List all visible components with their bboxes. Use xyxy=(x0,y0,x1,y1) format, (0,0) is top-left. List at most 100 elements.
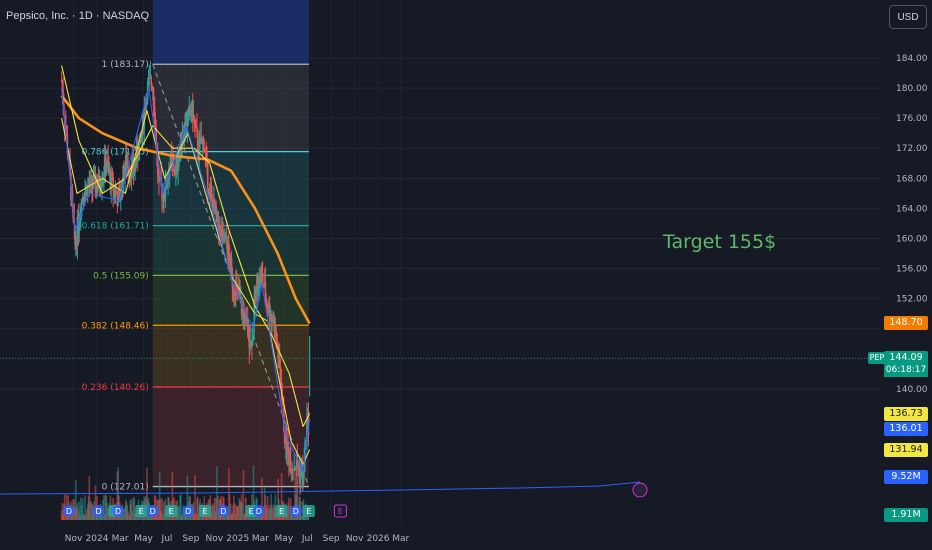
candle-body xyxy=(230,258,233,269)
candle-body xyxy=(117,190,119,207)
volume-bar xyxy=(81,498,84,520)
candle-body xyxy=(235,285,238,287)
candle-body xyxy=(228,243,230,256)
volume-bar xyxy=(178,506,180,520)
candle-body xyxy=(94,174,97,193)
candle-body xyxy=(164,179,167,200)
chart-title: Pepsico, Inc. · 1D · NASDAQ xyxy=(6,10,150,22)
candle-body xyxy=(217,211,219,226)
candle-body xyxy=(123,165,125,179)
candle-body xyxy=(260,272,262,283)
volume-bar xyxy=(194,475,196,520)
volume-bar xyxy=(242,469,245,520)
candle-body xyxy=(245,316,248,322)
volume-bar xyxy=(288,497,290,520)
event-marker-label: D xyxy=(66,507,72,516)
volume-bar xyxy=(266,496,269,520)
fib-level-label: 0.786 (171.55) xyxy=(82,148,149,158)
volume-bar xyxy=(186,475,189,520)
candle-body xyxy=(189,107,191,114)
candle-body xyxy=(266,300,268,308)
candle-body xyxy=(198,138,201,156)
fib-top-zone xyxy=(152,0,309,65)
candle-body xyxy=(282,403,284,406)
candle-body xyxy=(223,238,226,243)
candle-body xyxy=(178,154,180,167)
candle-body xyxy=(268,303,271,320)
volume-bar xyxy=(230,503,232,520)
candle-body xyxy=(158,176,161,181)
price-tag-148-70: 148.70 xyxy=(884,316,928,330)
x-tick-label: Mar xyxy=(252,534,269,544)
dividend-marker xyxy=(112,505,125,517)
x-tick-label: Sep xyxy=(323,534,340,544)
candle-body xyxy=(97,176,100,189)
candle-body xyxy=(115,191,118,196)
candle-body xyxy=(289,459,292,474)
candle-body xyxy=(87,184,90,186)
candle-body xyxy=(144,108,146,111)
candle-body xyxy=(146,81,149,100)
candle-body xyxy=(79,216,81,225)
candle-body xyxy=(134,162,136,171)
candle-body xyxy=(202,138,205,151)
candle-body xyxy=(221,229,224,241)
volume-bar xyxy=(123,508,125,520)
candle-body xyxy=(294,467,297,470)
currency-button[interactable]: USD xyxy=(889,5,927,29)
candle-body xyxy=(283,405,285,432)
candle-body xyxy=(194,121,196,126)
x-tick-label: Nov xyxy=(65,534,83,544)
candle-body xyxy=(248,325,251,348)
candle-body xyxy=(101,177,104,184)
y-tick-label: 160.00 xyxy=(896,234,928,244)
candle-body xyxy=(262,284,265,288)
candle-body xyxy=(235,285,237,300)
volume-bar xyxy=(159,498,162,520)
earnings-marker xyxy=(275,505,288,517)
volume-bar xyxy=(158,471,161,520)
candle-body xyxy=(120,196,122,201)
candle-body xyxy=(233,290,235,295)
volume-bar xyxy=(233,495,235,520)
y-tick-label: 168.00 xyxy=(896,174,928,184)
candle-body xyxy=(275,330,277,343)
event-marker-label: D xyxy=(115,507,121,516)
volume-bar xyxy=(106,503,108,520)
candle-body xyxy=(89,177,91,186)
y-tick-label: 180.00 xyxy=(896,84,928,94)
candle-body xyxy=(236,286,239,288)
volume-bar xyxy=(280,473,283,520)
candle-body xyxy=(265,298,267,301)
candle-body xyxy=(78,224,81,231)
candle-body xyxy=(266,307,269,313)
volume-bar xyxy=(171,471,174,520)
candle-body xyxy=(69,158,71,173)
candle-body xyxy=(224,236,227,239)
candle-body xyxy=(136,146,139,161)
y-tick-label: 172.00 xyxy=(896,144,928,154)
candle-body xyxy=(215,205,217,215)
earnings-marker xyxy=(199,505,212,517)
volume-bar xyxy=(180,494,182,520)
volume-bar xyxy=(241,503,244,520)
volume-bar xyxy=(300,515,303,520)
candle-body xyxy=(219,226,222,230)
price-tag-136-01: 136.01 xyxy=(884,422,928,436)
candle-body xyxy=(100,186,103,190)
candle-body xyxy=(206,159,209,189)
candle-body xyxy=(269,318,272,320)
volume-bar xyxy=(75,480,77,520)
candle-body xyxy=(106,160,108,168)
candle-body xyxy=(175,165,177,174)
volume-bar xyxy=(196,496,199,520)
candle-body xyxy=(254,298,256,301)
candle-body xyxy=(276,342,279,348)
candle-body xyxy=(111,173,114,178)
candle-body xyxy=(201,139,203,145)
candle-body xyxy=(131,159,134,163)
candle-body xyxy=(156,153,159,175)
volume-bar xyxy=(84,495,86,520)
candle-body xyxy=(101,183,103,187)
